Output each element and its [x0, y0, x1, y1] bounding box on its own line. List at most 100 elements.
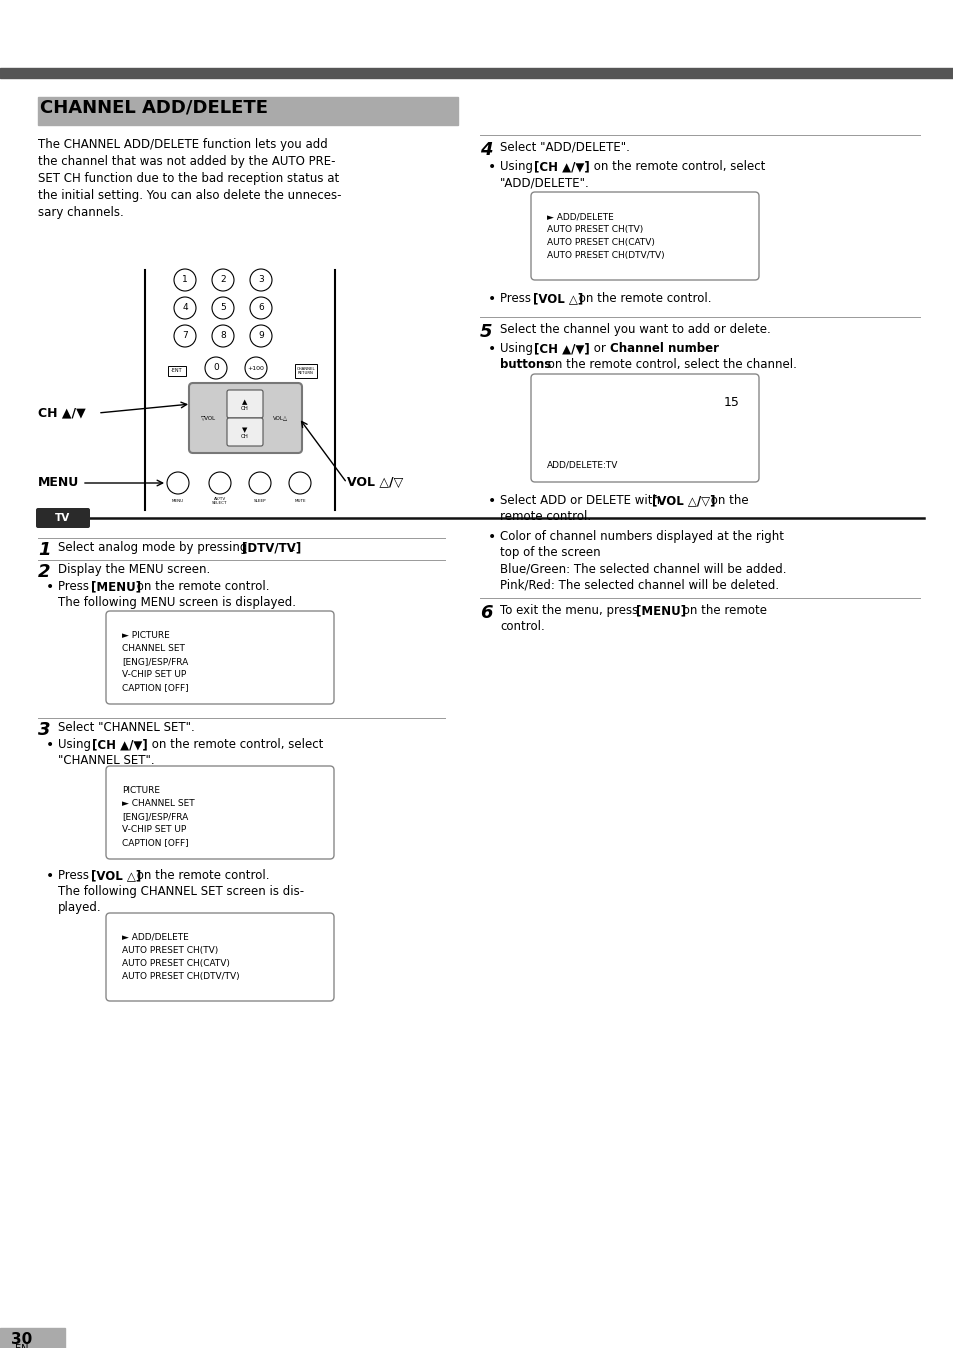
- Text: Select analog mode by pressing: Select analog mode by pressing: [58, 541, 251, 554]
- Circle shape: [205, 357, 227, 379]
- Bar: [38, 97, 457, 125]
- Text: 15: 15: [723, 396, 740, 408]
- Circle shape: [289, 472, 311, 493]
- Circle shape: [212, 297, 233, 319]
- Text: [ENG]/ESP/FRA: [ENG]/ESP/FRA: [122, 656, 188, 666]
- Text: •: •: [46, 737, 54, 752]
- Text: [VOL △/▽]: [VOL △/▽]: [651, 493, 715, 507]
- Text: MENU: MENU: [172, 499, 184, 503]
- Text: 1: 1: [38, 541, 51, 559]
- FancyBboxPatch shape: [189, 383, 302, 453]
- Text: 2: 2: [220, 275, 226, 284]
- Text: Select "CHANNEL SET".: Select "CHANNEL SET".: [58, 721, 194, 735]
- Text: AUTO PRESET CH(CATV): AUTO PRESET CH(CATV): [122, 958, 230, 968]
- Text: CAPTION [OFF]: CAPTION [OFF]: [122, 838, 189, 847]
- Text: AUTO PRESET CH(TV): AUTO PRESET CH(TV): [546, 225, 642, 235]
- Text: Press: Press: [499, 293, 535, 305]
- Text: 0: 0: [213, 364, 218, 372]
- Text: played.: played.: [58, 900, 102, 914]
- Bar: [0, 67, 953, 78]
- Text: MENU: MENU: [38, 476, 79, 489]
- Text: CH: CH: [241, 407, 249, 411]
- Text: VOL △/▽: VOL △/▽: [347, 476, 403, 489]
- Text: AUTO PRESET CH(TV): AUTO PRESET CH(TV): [122, 946, 218, 954]
- Text: CHANNEL
RETURN: CHANNEL RETURN: [296, 367, 315, 375]
- FancyBboxPatch shape: [227, 390, 263, 418]
- Text: [ENG]/ESP/FRA: [ENG]/ESP/FRA: [122, 811, 188, 821]
- Text: 5: 5: [220, 303, 226, 313]
- Text: top of the screen: top of the screen: [499, 546, 600, 559]
- FancyBboxPatch shape: [531, 191, 759, 280]
- Text: Select "ADD/DELETE".: Select "ADD/DELETE".: [499, 142, 629, 154]
- Text: [MENU]: [MENU]: [91, 580, 141, 593]
- Text: EN: EN: [15, 1344, 29, 1348]
- Circle shape: [245, 357, 267, 379]
- Text: "CHANNEL SET".: "CHANNEL SET".: [58, 754, 154, 767]
- Text: on the remote control.: on the remote control.: [575, 293, 711, 305]
- Text: Blue/Green: The selected channel will be added.: Blue/Green: The selected channel will be…: [499, 562, 785, 576]
- Text: MUTE: MUTE: [294, 499, 306, 503]
- Text: 2: 2: [38, 563, 51, 581]
- FancyBboxPatch shape: [106, 766, 334, 859]
- Circle shape: [212, 325, 233, 346]
- Text: •: •: [488, 293, 496, 306]
- Text: AUTO PRESET CH(DTV/TV): AUTO PRESET CH(DTV/TV): [122, 972, 239, 981]
- Text: the initial setting. You can also delete the unneces-: the initial setting. You can also delete…: [38, 189, 341, 202]
- Text: 8: 8: [220, 332, 226, 341]
- Text: CH ▲/▼: CH ▲/▼: [38, 407, 86, 419]
- Text: sary channels.: sary channels.: [38, 206, 124, 218]
- Text: .: .: [292, 541, 295, 554]
- Text: Using: Using: [499, 342, 537, 355]
- Text: 4: 4: [182, 303, 188, 313]
- Text: +100: +100: [247, 365, 264, 371]
- Text: CHANNEL ADD/DELETE: CHANNEL ADD/DELETE: [40, 98, 268, 117]
- Text: •: •: [488, 493, 496, 508]
- Text: 7: 7: [182, 332, 188, 341]
- Text: [VOL △]: [VOL △]: [533, 293, 582, 305]
- Text: [CH ▲/▼]: [CH ▲/▼]: [534, 342, 589, 355]
- Text: on the remote control.: on the remote control.: [132, 869, 269, 882]
- Text: •: •: [46, 869, 54, 883]
- Text: [MENU]: [MENU]: [636, 604, 685, 617]
- Text: Press: Press: [58, 869, 92, 882]
- Text: Pink/Red: The selected channel will be deleted.: Pink/Red: The selected channel will be d…: [499, 578, 779, 590]
- Text: The following CHANNEL SET screen is dis-: The following CHANNEL SET screen is dis-: [58, 886, 304, 898]
- Text: on the remote control, select: on the remote control, select: [148, 737, 323, 751]
- FancyBboxPatch shape: [106, 913, 334, 1002]
- Bar: [168, 367, 186, 376]
- Text: •: •: [488, 160, 496, 174]
- Text: ► PICTURE: ► PICTURE: [122, 631, 170, 640]
- Text: AUTO PRESET CH(DTV/TV): AUTO PRESET CH(DTV/TV): [546, 251, 664, 260]
- Text: 30: 30: [11, 1332, 32, 1347]
- Text: To exit the menu, press: To exit the menu, press: [499, 604, 641, 617]
- Text: CH: CH: [241, 434, 249, 439]
- Text: SET CH function due to the bad reception status at: SET CH function due to the bad reception…: [38, 173, 339, 185]
- Circle shape: [173, 325, 195, 346]
- Bar: [0, 1328, 65, 1348]
- Text: AUTO PRESET CH(CATV): AUTO PRESET CH(CATV): [546, 239, 654, 247]
- Text: •: •: [488, 530, 496, 545]
- Text: Press: Press: [58, 580, 92, 593]
- Text: Channel number: Channel number: [609, 342, 719, 355]
- Text: remote control.: remote control.: [499, 510, 591, 523]
- Text: V-CHIP SET UP: V-CHIP SET UP: [122, 670, 186, 679]
- Text: •: •: [46, 580, 54, 594]
- FancyBboxPatch shape: [227, 418, 263, 446]
- Text: on the remote: on the remote: [679, 604, 766, 617]
- Text: "ADD/DELETE".: "ADD/DELETE".: [499, 177, 589, 189]
- Circle shape: [167, 472, 189, 493]
- Text: control.: control.: [499, 620, 544, 634]
- Circle shape: [250, 325, 272, 346]
- Text: on the remote control.: on the remote control.: [132, 580, 269, 593]
- Text: ► CHANNEL SET: ► CHANNEL SET: [122, 799, 194, 807]
- Text: 9: 9: [258, 332, 264, 341]
- Text: 3: 3: [258, 275, 264, 284]
- Text: 1: 1: [182, 275, 188, 284]
- Text: Using: Using: [499, 160, 537, 173]
- Text: ▼: ▼: [242, 427, 248, 433]
- Text: [CH ▲/▼]: [CH ▲/▼]: [534, 160, 589, 173]
- Text: Display the MENU screen.: Display the MENU screen.: [58, 563, 210, 576]
- Text: [VOL △]: [VOL △]: [91, 869, 141, 882]
- Text: Select the channel you want to add or delete.: Select the channel you want to add or de…: [499, 324, 770, 336]
- Circle shape: [209, 472, 231, 493]
